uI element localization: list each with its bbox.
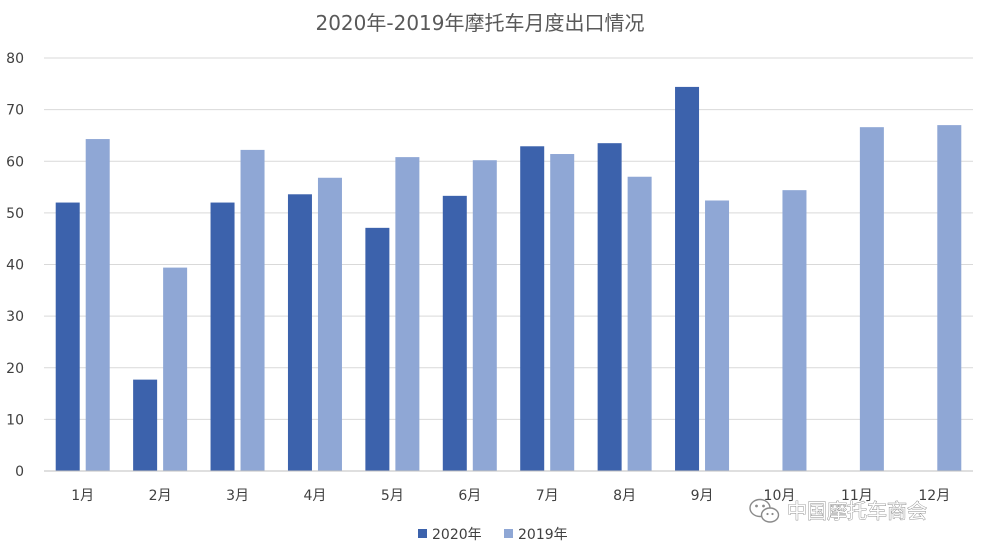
y-tick-label: 10 bbox=[6, 412, 24, 428]
x-tick-label: 12月 bbox=[918, 488, 950, 504]
bar-2020年-5月 bbox=[365, 227, 390, 471]
bar-2019年-8月 bbox=[627, 176, 652, 472]
y-axis-ticks: 0 10 20 30 40 50 60 70 80 bbox=[6, 51, 24, 480]
x-tick-label: 3月 bbox=[226, 488, 249, 504]
x-tick-label: 6月 bbox=[458, 488, 481, 504]
bar-2019年-5月 bbox=[395, 157, 420, 471]
legend-swatch bbox=[504, 529, 513, 538]
y-tick-label: 80 bbox=[6, 51, 24, 67]
bar-2019年-12月 bbox=[937, 125, 962, 472]
legend-swatch bbox=[418, 529, 427, 538]
wechat-icon bbox=[749, 498, 780, 523]
watermark-text: 中国摩托车商会 bbox=[787, 499, 927, 523]
y-tick-label: 30 bbox=[6, 309, 24, 325]
chart-title: 2020年-2019年摩托车月度出口情况 bbox=[315, 11, 644, 35]
bar-2020年-6月 bbox=[442, 195, 467, 471]
x-tick-label: 2月 bbox=[149, 488, 172, 504]
x-tick-label: 10月 bbox=[764, 488, 796, 504]
bar-2019年-6月 bbox=[472, 160, 497, 471]
x-tick-label: 5月 bbox=[381, 488, 404, 504]
y-tick-label: 40 bbox=[6, 258, 24, 274]
legend: 2020年 2019年 bbox=[418, 527, 568, 543]
y-tick-label: 70 bbox=[6, 103, 24, 119]
bar-2020年-2月 bbox=[133, 379, 158, 471]
bar-2019年-9月 bbox=[705, 200, 730, 472]
x-tick-label: 9月 bbox=[691, 488, 714, 504]
bar-2019年-3月 bbox=[240, 149, 265, 471]
bar-2019年-1月 bbox=[85, 139, 110, 471]
x-tick-label: 8月 bbox=[613, 488, 636, 504]
bar-2020年-7月 bbox=[520, 146, 545, 471]
y-tick-label: 20 bbox=[6, 361, 24, 377]
x-tick-label: 7月 bbox=[536, 488, 559, 504]
bar-2019年-10月 bbox=[782, 190, 807, 471]
bars bbox=[55, 86, 962, 472]
bar-2020年-4月 bbox=[287, 194, 312, 472]
bar-2020年-9月 bbox=[675, 86, 700, 471]
x-tick-label: 1月 bbox=[71, 488, 94, 504]
bar-2019年-4月 bbox=[317, 177, 342, 471]
y-tick-label: 0 bbox=[15, 464, 24, 480]
bar-2020年-3月 bbox=[210, 202, 235, 472]
y-tick-label: 60 bbox=[6, 154, 24, 170]
x-tick-label: 11月 bbox=[841, 488, 873, 504]
x-tick-label: 4月 bbox=[303, 488, 326, 504]
legend-label: 2020年 bbox=[432, 527, 482, 543]
gridlines bbox=[44, 57, 973, 420]
legend-label: 2019年 bbox=[518, 527, 568, 543]
bar-2020年-1月 bbox=[55, 202, 80, 472]
watermark: 中国摩托车商会 bbox=[749, 498, 927, 523]
bar-2019年-11月 bbox=[859, 127, 884, 472]
bar-2019年-2月 bbox=[163, 267, 188, 471]
x-axis-ticks: 1月 2月 3月 4月 5月 6月 7月 8月 9月 10月 11月 12月 bbox=[71, 488, 950, 504]
bar-2019年-7月 bbox=[550, 154, 575, 471]
y-tick-label: 50 bbox=[6, 206, 24, 222]
bar-2020年-8月 bbox=[597, 143, 622, 471]
